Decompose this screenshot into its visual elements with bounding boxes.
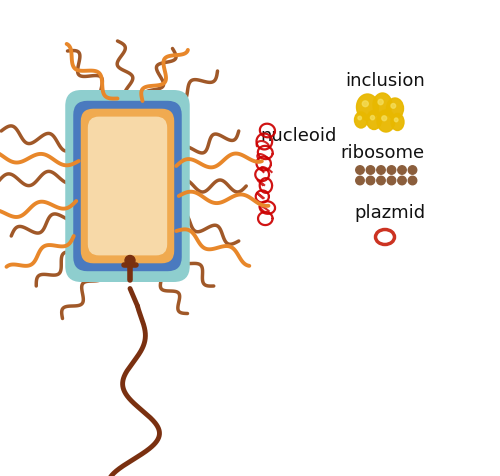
Ellipse shape bbox=[378, 99, 383, 105]
FancyBboxPatch shape bbox=[74, 101, 182, 271]
Circle shape bbox=[125, 256, 135, 266]
Text: plazmid: plazmid bbox=[354, 205, 425, 222]
Ellipse shape bbox=[366, 110, 382, 129]
Circle shape bbox=[398, 166, 406, 174]
Circle shape bbox=[356, 166, 364, 174]
Circle shape bbox=[387, 176, 396, 185]
FancyBboxPatch shape bbox=[88, 117, 167, 256]
Ellipse shape bbox=[356, 94, 378, 120]
Ellipse shape bbox=[386, 98, 404, 119]
Ellipse shape bbox=[370, 116, 374, 120]
Ellipse shape bbox=[377, 110, 395, 132]
Ellipse shape bbox=[382, 116, 386, 121]
Text: ribosome: ribosome bbox=[341, 145, 425, 162]
Circle shape bbox=[377, 176, 385, 185]
Circle shape bbox=[366, 166, 375, 174]
Ellipse shape bbox=[362, 101, 368, 107]
Circle shape bbox=[356, 176, 364, 185]
Circle shape bbox=[366, 176, 375, 185]
Ellipse shape bbox=[373, 93, 392, 117]
Circle shape bbox=[387, 166, 396, 174]
Ellipse shape bbox=[391, 113, 404, 130]
Circle shape bbox=[408, 166, 417, 174]
Ellipse shape bbox=[354, 112, 368, 128]
Text: inclusion: inclusion bbox=[345, 72, 425, 90]
FancyBboxPatch shape bbox=[81, 109, 174, 263]
Ellipse shape bbox=[391, 103, 396, 108]
Text: nucleoid: nucleoid bbox=[260, 127, 336, 145]
Ellipse shape bbox=[358, 116, 362, 120]
FancyBboxPatch shape bbox=[65, 90, 190, 282]
Circle shape bbox=[408, 176, 417, 185]
Ellipse shape bbox=[394, 118, 398, 122]
Circle shape bbox=[377, 166, 385, 174]
Circle shape bbox=[398, 176, 406, 185]
